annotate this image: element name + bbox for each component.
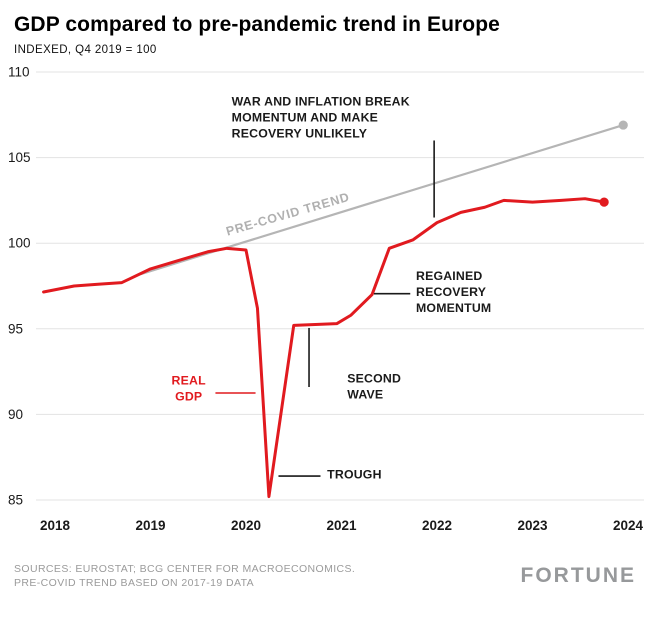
page-title: GDP compared to pre-pandemic trend in Eu… xyxy=(14,13,500,36)
chart-footer: SOURCES: EUROSTAT; BCG CENTER FOR MACROE… xyxy=(0,560,650,590)
x-tick-label: 2018 xyxy=(40,518,71,533)
x-tick-label: 2023 xyxy=(517,518,548,533)
annotation-war: WAR AND INFLATION BREAK xyxy=(232,95,410,109)
series-end-dot xyxy=(599,197,609,207)
annotation-second-wave: SECOND xyxy=(347,372,401,386)
annotation-war: RECOVERY UNLIKELY xyxy=(232,127,368,141)
series-end-dot xyxy=(618,120,628,130)
y-tick-label: 105 xyxy=(8,150,31,165)
gdp-chart: 85 90 95 100 105 110 2018 2019 2020 2021 2022 2023 2… xyxy=(8,65,644,533)
y-tick-label: 90 xyxy=(8,407,23,422)
annotation-real-gdp: REAL xyxy=(172,374,207,388)
annotation-real-gdp: GDP xyxy=(175,390,202,404)
y-tick-label: 100 xyxy=(8,236,31,251)
chart-subtitle: INDEXED, Q4 2019 = 100 xyxy=(14,44,157,57)
annotation-regained: MOMENTUM xyxy=(416,301,491,315)
annotation-regained: RECOVERY xyxy=(416,285,486,299)
annotation-regained: REGAINED xyxy=(416,269,483,283)
x-tick-label: 2021 xyxy=(326,518,357,533)
chart-area: 85 90 95 100 105 110 2018 2019 2020 2021 2022 2023 2… xyxy=(0,60,650,560)
annotation-war: MOMENTUM AND MAKE xyxy=(232,111,378,125)
annotation-second-wave: WAVE xyxy=(347,388,383,402)
x-tick-label: 2019 xyxy=(135,518,165,533)
real-gdp-line xyxy=(42,197,606,499)
source-line-2: PRE-COVID TREND BASED ON 2017-19 DATA xyxy=(14,577,255,590)
fortune-logo: FORTUNE xyxy=(520,564,636,588)
y-tick-label: 110 xyxy=(8,65,30,80)
source-note: SOURCES: EUROSTAT; BCG CENTER FOR MACROE… xyxy=(14,562,355,590)
x-tick-label: 2022 xyxy=(422,518,452,533)
y-tick-label: 85 xyxy=(8,493,23,508)
chart-header: GDP compared to pre-pandemic trend in Eu… xyxy=(0,0,650,56)
source-line-1: SOURCES: EUROSTAT; BCG CENTER FOR MACROE… xyxy=(14,563,356,576)
x-tick-label: 2024 xyxy=(613,518,644,533)
y-tick-label: 95 xyxy=(8,321,23,336)
annotation-trough: TROUGH xyxy=(327,468,381,482)
x-tick-label: 2020 xyxy=(231,518,261,533)
